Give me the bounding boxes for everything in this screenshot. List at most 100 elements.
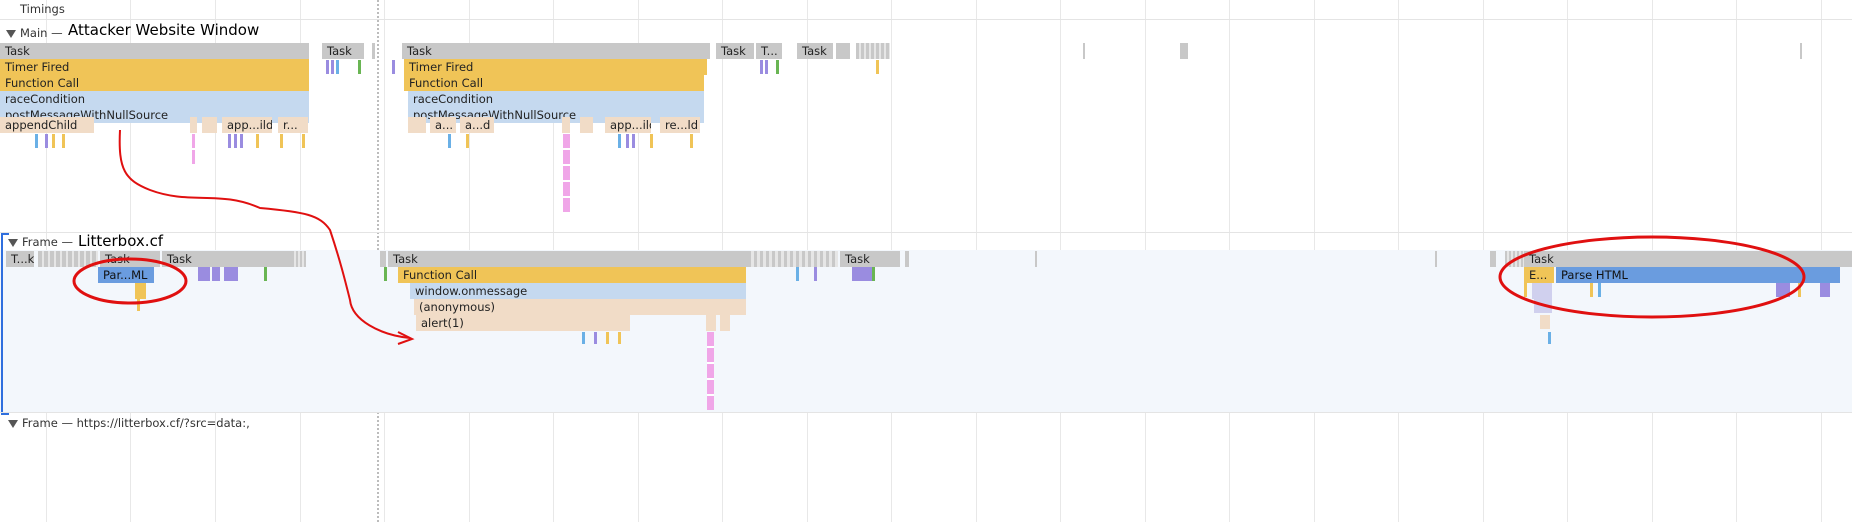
timings-track-header[interactable]: Timings <box>20 2 65 16</box>
main-track-header[interactable]: Main — <box>6 26 63 40</box>
main-mark <box>336 60 339 74</box>
frame-mark <box>1598 283 1601 297</box>
frame-mark <box>814 267 817 281</box>
main-task-6[interactable]: Task <box>797 43 833 59</box>
frame-mark <box>1524 283 1527 297</box>
frame-task-tiny[interactable] <box>380 251 386 267</box>
main-task-1[interactable]: Task <box>0 43 309 59</box>
frame-track-annotation: Litterbox.cf <box>78 232 164 250</box>
main-mark <box>45 134 48 148</box>
frame-mark <box>796 267 799 281</box>
main-task-3[interactable]: Task <box>402 43 710 59</box>
frame-selection-bracket <box>1 233 9 415</box>
frame-mark-block <box>1820 283 1830 297</box>
frame-task-tiny[interactable] <box>1035 251 1037 267</box>
main-mark <box>280 134 283 148</box>
main-function-call-2[interactable]: Function Call <box>404 75 704 91</box>
frame-append-small[interactable] <box>706 315 716 331</box>
annotation-arrow-head <box>397 331 415 345</box>
main-timer-fired-2[interactable]: Timer Fired <box>404 59 707 75</box>
frame-task-cluster[interactable] <box>292 251 306 267</box>
main-mark <box>302 134 305 148</box>
expand-triangle-icon[interactable] <box>8 238 18 247</box>
main-race-condition-2[interactable]: raceCondition <box>408 91 704 107</box>
expand-triangle-icon[interactable] <box>8 419 18 428</box>
frame-mark-block <box>224 267 238 281</box>
frame-mark-block <box>1532 283 1552 299</box>
main-task-5[interactable]: T... <box>756 43 782 59</box>
frame-append-small[interactable] <box>720 315 730 331</box>
frame-parse-html[interactable]: Parse HTML <box>1556 267 1840 283</box>
main-task-tiny[interactable] <box>1083 43 1085 59</box>
main-mark <box>240 134 243 148</box>
frame-task-tiny[interactable] <box>1435 251 1437 267</box>
main-mark <box>760 60 763 74</box>
main-mark <box>35 134 38 148</box>
main-track-label: Main — <box>20 26 63 40</box>
main-task-tiny[interactable] <box>1180 43 1188 59</box>
main-mark <box>256 134 259 148</box>
main-mark-stack <box>563 134 570 212</box>
frame-window-onmessage[interactable]: window.onmessage <box>410 283 746 299</box>
main-mark <box>192 150 195 164</box>
frame-mark <box>264 267 267 281</box>
frame-alert[interactable]: alert(1) <box>416 315 630 331</box>
frame-task-cluster[interactable] <box>38 251 98 267</box>
main-append-small[interactable] <box>408 117 426 133</box>
main-mark <box>466 134 469 148</box>
main-task-2[interactable]: Task <box>322 43 364 59</box>
main-task-small[interactable] <box>836 43 850 59</box>
frame-mark-stack <box>707 332 714 410</box>
main-append-r[interactable]: r... <box>278 117 308 133</box>
frame-mark <box>872 267 875 281</box>
main-append-a-ld[interactable]: a...d <box>460 117 494 133</box>
frame-anonymous[interactable]: (anonymous) <box>414 299 746 315</box>
main-append-child[interactable]: appendChild <box>0 117 94 133</box>
frame-script-mark <box>135 283 146 299</box>
main-append-small[interactable] <box>562 117 570 133</box>
main-append-app-ild-2[interactable]: app...ild <box>605 117 651 133</box>
annotation-circle-large <box>1498 235 1806 319</box>
separator <box>0 19 1852 20</box>
main-task-tiny[interactable] <box>372 43 375 59</box>
frame-track-header[interactable]: Frame — <box>8 235 73 249</box>
main-mark <box>62 134 65 148</box>
frame-evaluate-short[interactable]: E... <box>1524 267 1554 283</box>
main-track-annotation: Attacker Website Window <box>68 21 260 39</box>
main-mark <box>392 60 395 74</box>
frame-mark <box>384 267 387 281</box>
frame-mark <box>594 332 597 344</box>
frame-mark <box>582 332 585 344</box>
frame-parse-html-short[interactable]: Par...ML <box>98 267 154 283</box>
main-append-small[interactable] <box>580 117 593 133</box>
main-mark <box>765 60 768 74</box>
main-task-4[interactable]: Task <box>716 43 754 59</box>
main-task-tiny[interactable] <box>1800 43 1802 59</box>
frame-mark <box>137 299 140 311</box>
main-timer-fired-1[interactable]: Timer Fired <box>0 59 309 75</box>
frame-task-3[interactable]: Task <box>388 251 748 267</box>
expand-triangle-icon[interactable] <box>6 29 16 38</box>
main-append-re-ld[interactable]: re...ld <box>660 117 700 133</box>
frame-task-tiny[interactable] <box>1490 251 1496 267</box>
frame-mark <box>1548 332 1551 344</box>
frame-function-call[interactable]: Function Call <box>398 267 746 283</box>
main-append-app-ild[interactable]: app...ild <box>222 117 272 133</box>
frame-task-2[interactable]: Task <box>162 251 292 267</box>
frame-task-tiny[interactable] <box>905 251 909 267</box>
main-append-small[interactable] <box>202 117 217 133</box>
frame-task-5[interactable]: Task <box>1524 251 1852 267</box>
main-function-call-1[interactable]: Function Call <box>0 75 309 91</box>
frame-append-small[interactable] <box>1540 315 1550 329</box>
main-append-a[interactable]: a... <box>430 117 456 133</box>
main-task-cluster[interactable] <box>856 43 890 59</box>
frame2-track-header[interactable]: Frame — https://litterbox.cf/?src=data:, <box>8 416 250 430</box>
frame-mark <box>606 332 609 344</box>
frame-task-cluster[interactable] <box>748 251 838 267</box>
frame-task-tk[interactable]: T...k <box>6 251 34 267</box>
main-race-condition-1[interactable]: raceCondition <box>0 91 309 107</box>
annotation-arrow-path <box>118 129 411 339</box>
main-append-small[interactable] <box>190 117 197 133</box>
frame-task-4[interactable]: Task <box>840 251 900 267</box>
